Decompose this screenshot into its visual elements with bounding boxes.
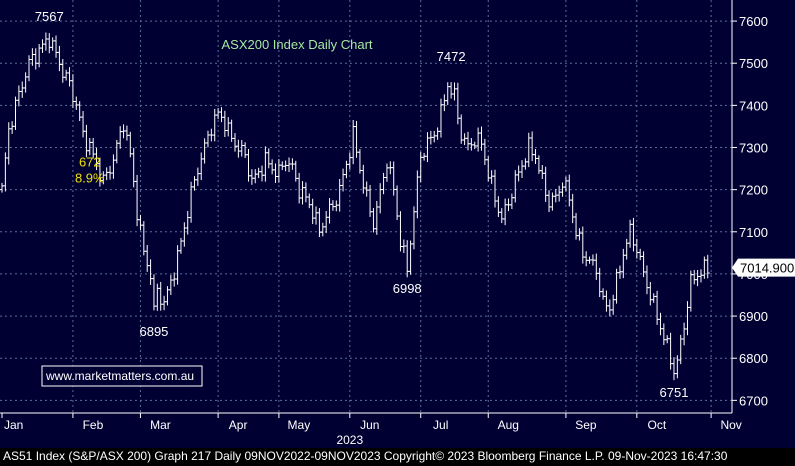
- x-tick-label: Mar: [150, 418, 171, 432]
- x-tick-label: Jan: [4, 418, 23, 432]
- x-tick-label: Jul: [433, 418, 448, 432]
- last-price-label: 7014.900: [740, 261, 794, 276]
- price-annotation: 7472: [437, 49, 466, 64]
- x-tick-label: Apr: [229, 418, 248, 432]
- x-tick-label: Aug: [498, 418, 519, 432]
- x-tick-label: Jun: [360, 418, 379, 432]
- y-tick-label: 7100: [739, 225, 768, 240]
- y-tick-label: 6800: [739, 351, 768, 366]
- chart: 6700680069007000710072007300740075007600…: [0, 0, 795, 448]
- year-label: 2023: [336, 433, 363, 447]
- grid-lines: [0, 0, 737, 418]
- y-tick-label: 7500: [739, 56, 768, 71]
- y-tick-label: 7300: [739, 141, 768, 156]
- move-points-label: 672: [79, 154, 101, 169]
- y-tick-label: 6900: [739, 309, 768, 324]
- y-tick-label: 7600: [739, 14, 768, 29]
- footer-caption: AS51 Index (S&P/ASX 200) Graph 217 Daily…: [0, 448, 795, 466]
- price-bars: [0, 32, 710, 381]
- website-badge-text: www.marketmatters.com.au: [45, 369, 194, 383]
- x-tick-label: Feb: [83, 418, 104, 432]
- labels: 6700680069007000710072007300740075007600…: [4, 9, 795, 447]
- x-tick-label: Nov: [720, 418, 741, 432]
- y-tick-label: 7400: [739, 98, 768, 113]
- chart-title: ASX200 Index Daily Chart: [221, 37, 372, 52]
- last-price-badge: [732, 258, 795, 277]
- price-annotation: 6751: [660, 385, 689, 400]
- y-tick-label: 7200: [739, 183, 768, 198]
- x-tick-label: May: [288, 418, 311, 432]
- y-tick-label: 6700: [739, 393, 768, 408]
- price-annotation: 6998: [393, 281, 422, 296]
- x-tick-label: Sep: [575, 418, 597, 432]
- price-bar: [705, 254, 710, 279]
- website-badge: [41, 365, 203, 387]
- price-annotation: 7567: [35, 9, 64, 24]
- price-annotation: 6895: [139, 324, 168, 339]
- move-pct-label: 8.9%: [75, 170, 105, 185]
- x-tick-label: Oct: [647, 418, 666, 432]
